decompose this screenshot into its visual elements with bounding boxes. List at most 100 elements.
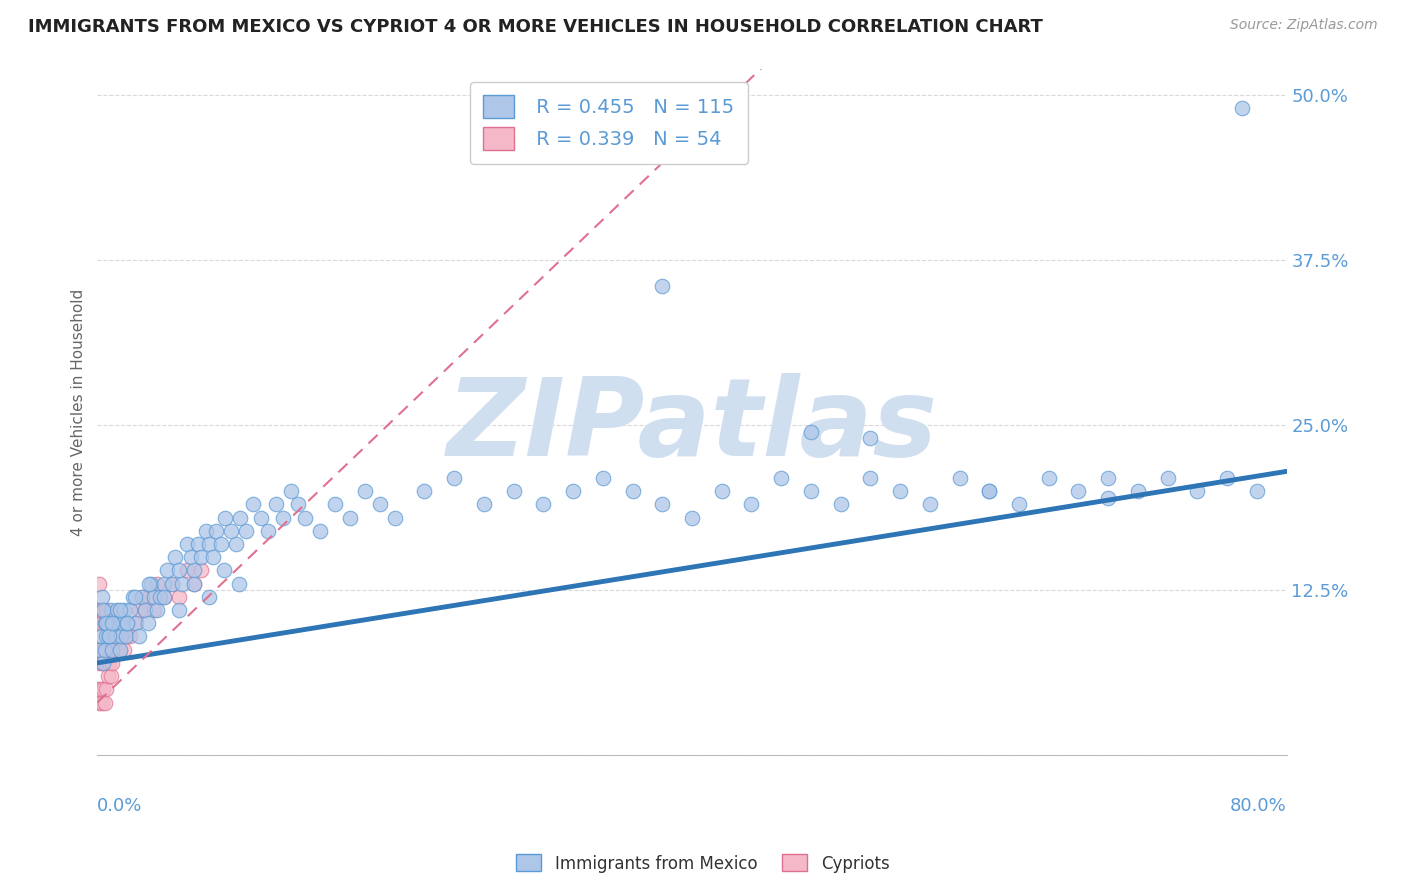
Point xyxy=(859,431,882,445)
Point xyxy=(271,510,294,524)
Point xyxy=(1156,471,1178,485)
Point xyxy=(1187,484,1209,499)
Point xyxy=(153,590,176,604)
Point xyxy=(621,484,644,499)
Point xyxy=(120,603,142,617)
Point xyxy=(280,484,302,499)
Text: ZIPatlas: ZIPatlas xyxy=(447,373,938,479)
Point xyxy=(90,616,112,631)
Point xyxy=(122,590,145,604)
Point xyxy=(138,576,160,591)
Point xyxy=(183,563,205,577)
Point xyxy=(172,576,194,591)
Point xyxy=(294,510,316,524)
Point xyxy=(146,576,169,591)
Point xyxy=(90,630,112,644)
Point xyxy=(90,696,112,710)
Point xyxy=(153,590,176,604)
Point xyxy=(146,603,169,617)
Point xyxy=(219,524,242,538)
Point xyxy=(86,682,108,697)
Point xyxy=(97,616,120,631)
Point xyxy=(183,576,205,591)
Point xyxy=(194,524,217,538)
Point xyxy=(142,590,165,604)
Text: IMMIGRANTS FROM MEXICO VS CYPRIOT 4 OR MORE VEHICLES IN HOUSEHOLD CORRELATION CH: IMMIGRANTS FROM MEXICO VS CYPRIOT 4 OR M… xyxy=(28,18,1043,36)
Point xyxy=(87,656,110,670)
Point xyxy=(107,630,129,644)
Point xyxy=(205,524,228,538)
Point xyxy=(124,590,146,604)
Point xyxy=(89,642,111,657)
Point xyxy=(190,550,212,565)
Point xyxy=(202,550,225,565)
Point xyxy=(740,497,762,511)
Point xyxy=(89,642,111,657)
Point xyxy=(160,576,183,591)
Point xyxy=(103,642,125,657)
Point xyxy=(257,524,280,538)
Point xyxy=(1097,471,1119,485)
Point xyxy=(212,563,235,577)
Point xyxy=(94,616,117,631)
Point xyxy=(91,656,114,670)
Point xyxy=(198,590,221,604)
Point xyxy=(100,669,122,683)
Point xyxy=(156,563,179,577)
Text: 80.0%: 80.0% xyxy=(1230,797,1286,814)
Point xyxy=(979,484,1001,499)
Point xyxy=(142,603,165,617)
Legend:  R = 0.455   N = 115,  R = 0.339   N = 54: R = 0.455 N = 115, R = 0.339 N = 54 xyxy=(470,82,748,163)
Point xyxy=(592,471,614,485)
Point xyxy=(770,471,793,485)
Point xyxy=(101,656,124,670)
Point xyxy=(94,656,117,670)
Y-axis label: 4 or more Vehicles in Household: 4 or more Vehicles in Household xyxy=(72,288,86,535)
Point xyxy=(107,616,129,631)
Point xyxy=(96,682,118,697)
Text: 0.0%: 0.0% xyxy=(97,797,143,814)
Point xyxy=(384,510,406,524)
Point xyxy=(167,563,190,577)
Point xyxy=(98,656,121,670)
Point xyxy=(125,616,148,631)
Point xyxy=(101,642,124,657)
Text: Source: ZipAtlas.com: Source: ZipAtlas.com xyxy=(1230,18,1378,32)
Point xyxy=(108,642,131,657)
Point xyxy=(91,682,114,697)
Legend: Immigrants from Mexico, Cypriots: Immigrants from Mexico, Cypriots xyxy=(510,847,896,880)
Point xyxy=(339,510,361,524)
Point xyxy=(134,603,156,617)
Point xyxy=(108,642,131,657)
Point xyxy=(214,510,236,524)
Point xyxy=(115,616,138,631)
Point xyxy=(112,642,135,657)
Point xyxy=(131,590,153,604)
Point xyxy=(115,616,138,631)
Point xyxy=(105,603,128,617)
Point xyxy=(323,497,346,511)
Point xyxy=(104,630,127,644)
Point xyxy=(228,576,250,591)
Point xyxy=(368,497,391,511)
Point xyxy=(94,616,117,631)
Point xyxy=(139,576,162,591)
Point xyxy=(91,603,114,617)
Point xyxy=(100,630,122,644)
Point xyxy=(1216,471,1239,485)
Point xyxy=(108,603,131,617)
Point xyxy=(89,682,111,697)
Point xyxy=(229,510,252,524)
Point xyxy=(160,576,183,591)
Point xyxy=(800,484,823,499)
Point xyxy=(413,484,436,499)
Point xyxy=(89,603,111,617)
Point xyxy=(87,576,110,591)
Point xyxy=(176,537,198,551)
Point xyxy=(138,590,160,604)
Point xyxy=(167,603,190,617)
Point xyxy=(128,630,150,644)
Point xyxy=(110,616,132,631)
Point xyxy=(114,630,136,644)
Point xyxy=(101,616,124,631)
